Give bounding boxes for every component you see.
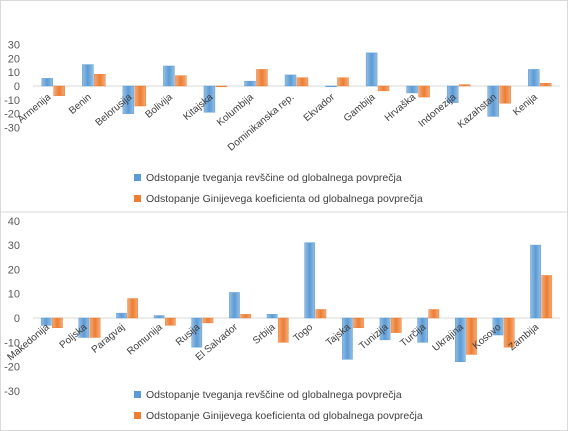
- bar-gini-hrvaška: [418, 85, 430, 98]
- bar-gini-gambija: [377, 85, 390, 92]
- bar-gini-tunizija: [390, 317, 402, 333]
- bar-poverty-risk-bolivija: [163, 65, 175, 87]
- y-tick-label: 20: [8, 264, 20, 276]
- bar-poverty-risk-srbija: [266, 314, 278, 319]
- legend-swatch: [134, 174, 141, 181]
- bar-gini-bolivija: [175, 75, 187, 87]
- bar-poverty-risk-kolumbija: [244, 80, 256, 87]
- y-tick-label: -20: [4, 362, 20, 374]
- legend-swatch: [134, 412, 141, 419]
- bar-poverty-risk-romunija: [153, 315, 165, 319]
- bar-poverty-risk-makedonija: [40, 317, 52, 326]
- category-label: Hrvaška: [383, 92, 419, 124]
- bar-gini-rusija: [202, 317, 214, 324]
- bar-poverty-risk-zambija: [530, 244, 541, 319]
- legend-label: Odstopanje tveganja revščine od globalne…: [146, 389, 402, 401]
- bar-gini-turčija: [428, 309, 440, 319]
- bar-poverty-risk-tajska: [342, 317, 353, 360]
- bar-gini-zambija: [541, 275, 553, 319]
- bar-poverty-risk-paragvaj: [116, 312, 127, 319]
- legend-swatch: [134, 195, 141, 202]
- y-tick-label: 30: [8, 240, 20, 252]
- y-tick-label: 0: [14, 313, 20, 325]
- bar-poverty-risk-ukrajina: [454, 317, 466, 362]
- category-label: Bolivija: [143, 92, 175, 121]
- bar-gini-benin: [94, 74, 106, 87]
- category-label: Indonezija: [417, 92, 459, 130]
- bar-poverty-risk-dominikanska-rep-: [284, 74, 297, 87]
- legend-label: Odstopanje Ginijevega koeficienta od glo…: [146, 410, 423, 422]
- bar-poverty-risk-gambija: [365, 52, 378, 87]
- bar-gini-kosovo: [503, 317, 515, 348]
- bar-poverty-risk-kosovo: [492, 317, 504, 336]
- y-tick-label: 20: [8, 53, 20, 65]
- y-tick-label: -30: [4, 386, 20, 398]
- category-label: Benin: [67, 92, 94, 117]
- bar-gini-togo: [315, 309, 327, 319]
- category-label: Gambija: [342, 92, 378, 125]
- y-tick-label: -10: [4, 95, 20, 107]
- bar-gini-makedonija: [52, 317, 63, 328]
- bar-gini-ekvador: [337, 77, 349, 87]
- bar-poverty-risk-rusija: [191, 317, 203, 348]
- bar-gini-el-salvador: [240, 314, 251, 319]
- y-tick-label: 10: [8, 289, 20, 301]
- bar-poverty-risk-ekvador: [325, 85, 337, 88]
- y-tick-label: -10: [4, 337, 20, 349]
- bar-poverty-risk-poljska: [78, 317, 90, 338]
- category-label: Romunija: [125, 322, 165, 358]
- bar-gini-armenija: [53, 85, 65, 96]
- category-label: Kolumbija: [215, 92, 256, 129]
- y-tick-label: -30: [4, 122, 20, 134]
- bar-gini-kazahstan: [499, 85, 511, 104]
- bar-gini-kolumbija: [256, 69, 268, 87]
- y-tick-label: 40: [8, 216, 20, 228]
- bar-poverty-risk-kitajska: [203, 85, 216, 113]
- category-label: Kenija: [511, 92, 540, 119]
- bar-gini-kitajska: [215, 85, 228, 88]
- bar-gini-poljska: [89, 317, 101, 338]
- bar-poverty-risk-belorusija: [122, 85, 135, 114]
- bar-gini-kenija: [539, 82, 552, 87]
- bar-poverty-risk-el-salvador: [229, 292, 240, 319]
- bar-poverty-risk-kenija: [528, 69, 540, 87]
- bar-poverty-risk-tunizija: [379, 317, 391, 341]
- bar-gini-romunija: [165, 317, 176, 326]
- y-tick-label: -20: [4, 109, 20, 121]
- bar-poverty-risk-benin: [82, 64, 94, 87]
- bar-gini-indonezija: [458, 84, 471, 87]
- category-label: Armenija: [16, 92, 54, 126]
- y-tick-label: 0: [14, 81, 20, 93]
- bar-gini-dominikanska-rep-: [296, 77, 309, 87]
- bar-gini-ukrajina: [466, 317, 477, 355]
- bar-gini-belorusija: [134, 85, 147, 107]
- bar-poverty-risk-hrvaška: [406, 85, 418, 94]
- category-label: Togo: [292, 322, 316, 345]
- bar-poverty-risk-turčija: [417, 317, 428, 343]
- bar-poverty-risk-armenija: [41, 78, 54, 87]
- bar-poverty-risk-togo: [304, 242, 316, 319]
- bar-gini-tajska: [353, 317, 364, 328]
- y-tick-label: 10: [8, 67, 20, 79]
- category-label: Srbija: [251, 322, 278, 347]
- bar-gini-paragvaj: [127, 298, 139, 319]
- bar-poverty-risk-kazahstan: [487, 85, 499, 117]
- category-label: Ekvador: [302, 91, 338, 123]
- bar-poverty-risk-indonezija: [446, 85, 459, 103]
- legend-label: Odstopanje tveganja revščine od globalne…: [146, 172, 402, 184]
- legend-swatch: [134, 391, 141, 398]
- legend-label: Odstopanje Ginijevega koeficienta od glo…: [146, 193, 423, 205]
- y-tick-label: 30: [8, 40, 20, 52]
- bar-gini-srbija: [277, 317, 289, 343]
